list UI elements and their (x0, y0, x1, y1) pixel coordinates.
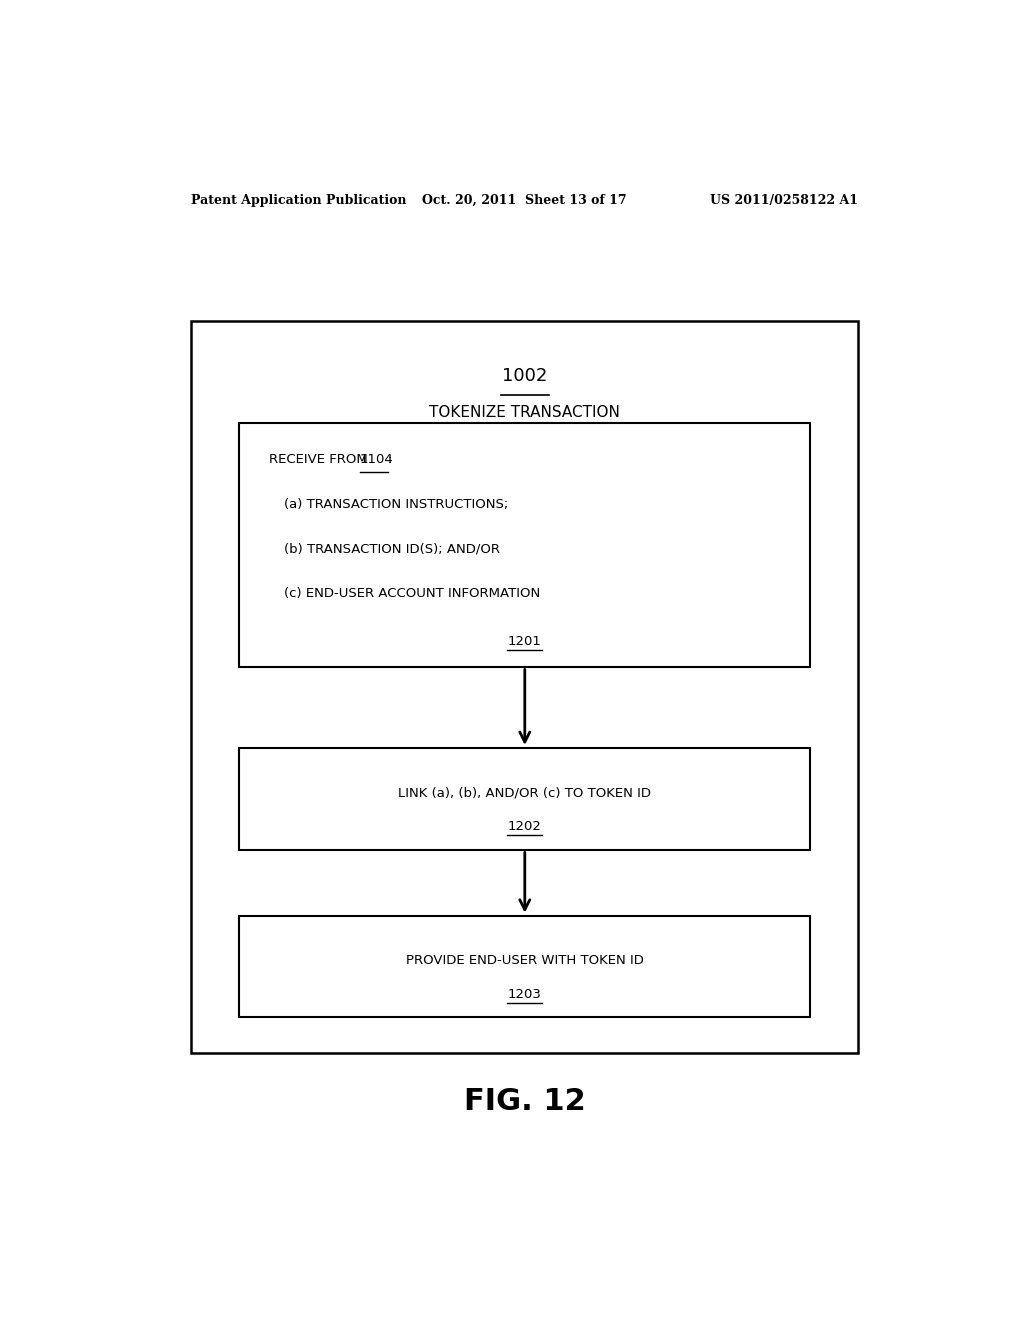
Bar (240, 916, 811, 1018)
Text: RECEIVE FROM: RECEIVE FROM (269, 453, 373, 466)
Text: Oct. 20, 2011  Sheet 13 of 17: Oct. 20, 2011 Sheet 13 of 17 (423, 194, 627, 207)
Bar (191, 321, 858, 1053)
Text: 1202: 1202 (508, 820, 542, 833)
Text: LINK (a), (b), AND/OR (c) TO TOKEN ID: LINK (a), (b), AND/OR (c) TO TOKEN ID (398, 787, 651, 800)
Text: (c) END-USER ACCOUNT INFORMATION: (c) END-USER ACCOUNT INFORMATION (284, 587, 540, 601)
Bar (240, 422, 811, 667)
Text: PROVIDE END-USER WITH TOKEN ID: PROVIDE END-USER WITH TOKEN ID (406, 954, 644, 968)
Bar (240, 748, 811, 850)
Text: 1104: 1104 (360, 453, 394, 466)
Text: US 2011/0258122 A1: US 2011/0258122 A1 (710, 194, 858, 207)
Text: 1201: 1201 (508, 635, 542, 648)
Text: (a) TRANSACTION INSTRUCTIONS;: (a) TRANSACTION INSTRUCTIONS; (284, 498, 508, 511)
Text: (b) TRANSACTION ID(S); AND/OR: (b) TRANSACTION ID(S); AND/OR (284, 543, 500, 556)
Text: 1002: 1002 (502, 367, 548, 384)
Text: Patent Application Publication: Patent Application Publication (191, 194, 407, 207)
Text: :: : (388, 453, 392, 466)
Text: TOKENIZE TRANSACTION: TOKENIZE TRANSACTION (429, 405, 621, 420)
Text: 1203: 1203 (508, 987, 542, 1001)
Text: FIG. 12: FIG. 12 (464, 1088, 586, 1117)
